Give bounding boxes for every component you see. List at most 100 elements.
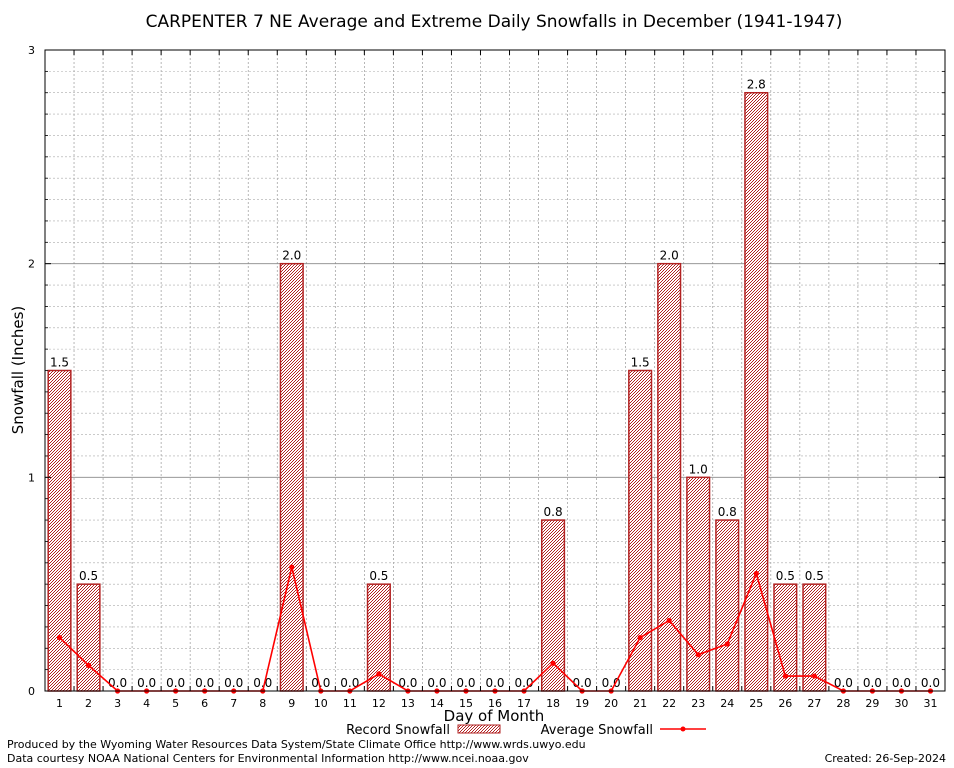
x-tick-label: 25 xyxy=(749,697,763,710)
bar-value-label: 1.0 xyxy=(689,462,708,476)
x-tick-label: 30 xyxy=(894,697,908,710)
x-tick-label: 9 xyxy=(288,697,295,710)
x-tick-label: 14 xyxy=(430,697,444,710)
bar-value-label: 1.5 xyxy=(631,356,650,370)
y-axis-label: Snowfall (Inches) xyxy=(9,306,27,434)
bar-value-label: 0.8 xyxy=(544,505,563,519)
record-bar xyxy=(279,262,304,692)
y-tick-label: 3 xyxy=(28,44,35,57)
average-point xyxy=(376,671,382,677)
x-tick-label: 17 xyxy=(517,697,531,710)
legend: Record Snowfall Average Snowfall xyxy=(346,723,706,738)
x-tick-label: 10 xyxy=(314,697,328,710)
bar-value-label: 0.0 xyxy=(311,676,330,690)
bar-value-label: 0.5 xyxy=(369,569,388,583)
x-axis-ticks: 1 2 3 4 5 6 7 8 9 10 11 12 13 14 15 16 17 18 19 20 21 22 23 24 2… xyxy=(56,50,937,710)
bar-value-label: 0.5 xyxy=(776,569,795,583)
bar-value-label: 0.0 xyxy=(834,676,853,690)
x-tick-label: 15 xyxy=(459,697,473,710)
footer-data-courtesy: Data courtesy NOAA National Centers for … xyxy=(7,752,529,765)
record-bar xyxy=(715,519,740,692)
x-tick-label: 16 xyxy=(488,697,502,710)
x-tick-label: 7 xyxy=(230,697,237,710)
x-tick-label: 29 xyxy=(865,697,879,710)
average-point xyxy=(56,634,63,641)
x-tick-label: 13 xyxy=(401,697,415,710)
average-point xyxy=(289,564,295,570)
y-tick-label: 2 xyxy=(28,258,35,271)
bar-value-label: 2.0 xyxy=(660,249,679,263)
x-tick-label: 8 xyxy=(259,697,266,710)
x-tick-label: 12 xyxy=(372,697,386,710)
y-tick-label: 0 xyxy=(28,685,35,698)
average-point xyxy=(637,634,643,641)
bar-value-label: 0.0 xyxy=(108,676,127,690)
x-tick-label: 6 xyxy=(201,697,208,710)
average-point xyxy=(753,570,759,577)
bar-value-label: 0.5 xyxy=(79,569,98,583)
legend-average-marker xyxy=(680,726,686,732)
x-tick-label: 22 xyxy=(662,697,676,710)
x-tick-label: 18 xyxy=(546,697,560,710)
x-tick-label: 19 xyxy=(575,697,589,710)
legend-record-swatch xyxy=(457,724,501,734)
y-axis-ticks: 0 1 2 3 xyxy=(28,44,945,698)
bar-value-label: 0.0 xyxy=(137,676,156,690)
record-bar xyxy=(657,262,682,692)
average-point xyxy=(550,660,556,666)
x-tick-label: 31 xyxy=(923,697,937,710)
x-tick-label: 23 xyxy=(691,697,705,710)
average-point xyxy=(666,617,672,624)
x-tick-label: 20 xyxy=(604,697,618,710)
bar-value-label: 0.0 xyxy=(863,676,882,690)
bar-value-label: 0.0 xyxy=(514,676,533,690)
x-tick-label: 2 xyxy=(85,697,92,710)
x-tick-label: 26 xyxy=(778,697,792,710)
average-line xyxy=(56,564,934,694)
bar-value-label: 0.0 xyxy=(456,676,475,690)
legend-average-label: Average Snowfall xyxy=(541,723,653,738)
bar-value-label: 2.8 xyxy=(747,78,766,92)
bar-value-label: 0.0 xyxy=(921,676,940,690)
average-point xyxy=(695,652,701,658)
bar-value-label: 0.0 xyxy=(485,676,504,690)
bar-value-label: 0.0 xyxy=(573,676,592,690)
record-bar xyxy=(628,369,653,692)
average-point xyxy=(85,662,92,668)
record-bar xyxy=(686,476,711,692)
bar-value-label: 1.5 xyxy=(50,356,69,370)
bar-value-label: 0.0 xyxy=(195,676,214,690)
chart-title: CARPENTER 7 NE Average and Extreme Daily… xyxy=(146,12,843,32)
bar-value-label: 0.0 xyxy=(224,676,243,690)
legend-record-label: Record Snowfall xyxy=(346,723,450,738)
bar-value-label: 0.0 xyxy=(427,676,446,690)
bar-value-label: 0.0 xyxy=(166,676,185,690)
y-tick-label: 1 xyxy=(28,471,35,484)
record-bar xyxy=(76,583,101,692)
x-tick-label: 27 xyxy=(807,697,821,710)
bar-value-label: 0.0 xyxy=(602,676,621,690)
x-tick-label: 5 xyxy=(172,697,179,710)
average-point xyxy=(811,673,817,679)
bar-value-label: 0.5 xyxy=(805,569,824,583)
x-tick-label: 21 xyxy=(633,697,647,710)
bar-value-label: 0.0 xyxy=(340,676,359,690)
record-bar xyxy=(47,369,72,692)
x-tick-label: 11 xyxy=(343,697,357,710)
x-tick-label: 24 xyxy=(720,697,734,710)
x-tick-label: 4 xyxy=(143,697,150,710)
footer-created-date: Created: 26-Sep-2024 xyxy=(825,752,946,765)
average-point xyxy=(724,641,730,647)
x-tick-label: 28 xyxy=(836,697,850,710)
bar-value-label: 0.0 xyxy=(253,676,272,690)
bar-value-label: 2.0 xyxy=(282,249,301,263)
x-tick-label: 3 xyxy=(114,697,121,710)
x-axis-label: Day of Month xyxy=(444,707,545,725)
record-bars xyxy=(47,91,827,692)
average-line-path xyxy=(58,566,931,692)
bar-value-label: 0.0 xyxy=(398,676,417,690)
x-tick-label: 1 xyxy=(56,697,63,710)
average-point xyxy=(782,673,788,679)
bar-value-label: 0.8 xyxy=(718,505,737,519)
